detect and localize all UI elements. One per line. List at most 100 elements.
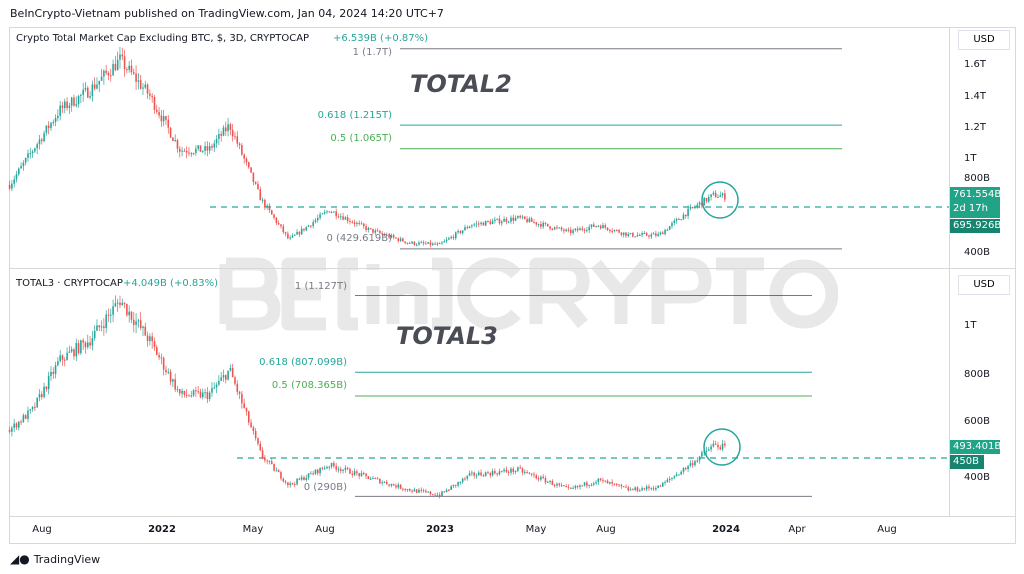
candle-body <box>289 237 291 239</box>
candle-body <box>475 475 478 477</box>
candle-body <box>119 54 121 60</box>
candle-body <box>307 473 310 478</box>
candle-body <box>710 446 712 450</box>
candle-body <box>45 386 48 390</box>
candle-body <box>80 94 82 96</box>
fib-label-0618: 0.618 (1.215T) <box>317 110 392 121</box>
candle-body <box>445 239 448 242</box>
candle-body <box>542 222 544 227</box>
tradingview-logo[interactable]: ◢● TradingView <box>10 552 100 566</box>
price-axis-border <box>949 27 950 516</box>
time-tick: May <box>525 524 547 535</box>
candle-body <box>190 153 193 155</box>
candle-body <box>321 467 324 469</box>
candle-body <box>93 84 96 89</box>
candle-body <box>431 243 434 246</box>
candle-body <box>339 469 342 471</box>
candle-body <box>112 306 114 315</box>
candle-body <box>413 489 416 492</box>
candle-body <box>52 121 55 123</box>
candle-body <box>174 140 176 142</box>
pane-separator[interactable] <box>9 268 1015 269</box>
candle-body <box>671 223 673 227</box>
candle-body <box>319 214 321 218</box>
candle-body <box>558 483 561 486</box>
candle-body <box>533 221 535 223</box>
price-tick: 400B <box>964 472 990 483</box>
candle-body <box>680 219 682 221</box>
candle-body <box>181 150 183 152</box>
candle-body <box>613 230 616 232</box>
candle-body <box>551 228 554 230</box>
candle-body <box>717 196 719 198</box>
candle-body <box>20 165 22 169</box>
candle-body <box>215 384 218 388</box>
pane1-currency-button[interactable]: USD <box>958 30 1010 50</box>
candle-body <box>604 480 607 482</box>
candle-body <box>705 450 708 452</box>
candle-body <box>298 478 301 480</box>
candle-body <box>346 217 349 222</box>
brand-name: TradingView <box>33 552 101 566</box>
candle-body <box>457 230 459 233</box>
candle-body <box>521 216 524 218</box>
candle-body <box>691 206 694 208</box>
candle-body <box>471 225 473 227</box>
candle-body <box>160 357 163 359</box>
candle-body <box>574 228 577 231</box>
candle-body <box>132 72 135 74</box>
candle-body <box>174 379 176 390</box>
candle-body <box>282 226 285 233</box>
candle-body <box>567 486 570 488</box>
candle-body <box>586 230 588 232</box>
candle-body <box>546 481 549 483</box>
candle-body <box>376 230 379 232</box>
candle-body <box>379 478 381 484</box>
candle-body <box>224 127 227 132</box>
time-tick: Aug <box>32 524 52 535</box>
candle-body <box>519 467 521 469</box>
candle-body <box>328 211 331 213</box>
candle-body <box>236 383 239 392</box>
candle-body <box>489 221 492 225</box>
candle-body <box>606 480 609 484</box>
candle-body <box>528 472 531 474</box>
candle-body <box>452 484 455 487</box>
candle-body <box>238 143 241 146</box>
candle-body <box>724 193 726 200</box>
fib-label-05: 0.5 (1.065T) <box>330 133 392 144</box>
candle-body <box>441 491 443 497</box>
pane2-currency-button[interactable]: USD <box>958 275 1010 295</box>
candle-body <box>404 489 406 491</box>
candle-body <box>86 87 89 98</box>
candle-body <box>61 355 64 360</box>
candle-body <box>567 229 570 231</box>
candle-body <box>466 475 469 479</box>
candle-body <box>625 232 627 236</box>
candle-body <box>183 150 186 152</box>
candle-body <box>383 481 386 483</box>
candle-body <box>17 421 20 428</box>
candle-body <box>312 222 314 227</box>
candle-body <box>98 325 101 328</box>
candle-body <box>160 115 163 122</box>
tradingview-icon: ◢● <box>10 552 30 566</box>
candle-body <box>454 232 457 239</box>
candle-body <box>498 218 501 224</box>
candle-body <box>609 229 611 232</box>
candle-body <box>185 150 188 153</box>
candle-body <box>556 227 558 229</box>
candle-body <box>540 223 542 227</box>
candle-body <box>365 226 367 231</box>
candle-body <box>289 483 291 486</box>
candle-body <box>82 340 84 343</box>
candle-body <box>641 233 643 236</box>
candle-body <box>54 118 57 122</box>
candle-body <box>505 219 508 222</box>
candle-body <box>172 379 174 382</box>
price-tick: 1T <box>964 320 977 331</box>
candle-body <box>427 242 429 244</box>
candle-body <box>590 224 593 227</box>
candle-body <box>303 228 305 231</box>
